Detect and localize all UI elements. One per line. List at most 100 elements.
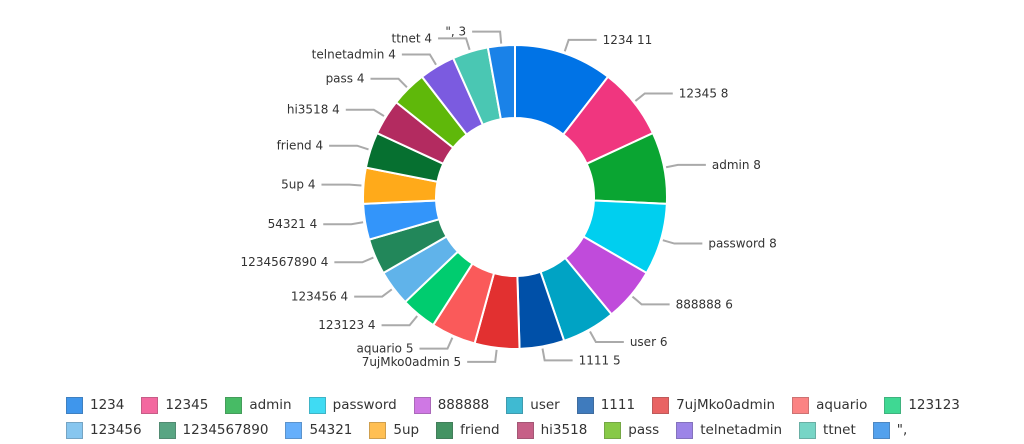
leader-line xyxy=(329,144,369,151)
legend-label: 1111 xyxy=(600,397,636,413)
leader-line xyxy=(381,315,418,327)
legend-swatch xyxy=(576,396,594,414)
legend-item[interactable]: 123456 xyxy=(66,420,142,440)
legend-item[interactable]: telnetadmin xyxy=(676,420,782,440)
data-label: aquario 5 xyxy=(356,342,413,356)
leader-line xyxy=(467,349,498,363)
legend-item[interactable]: hi3518 xyxy=(516,420,588,440)
legend-label: aquario xyxy=(816,397,868,413)
legend-label: 7ujMko0admin xyxy=(676,397,776,413)
slice-",[interactable] xyxy=(486,43,516,121)
legend-swatch xyxy=(604,421,622,439)
data-label: 12345 8 xyxy=(679,87,729,101)
legend-label: hi3518 xyxy=(540,422,588,438)
legend-item[interactable]: friend xyxy=(436,420,500,440)
legend-item[interactable]: ttnet xyxy=(799,420,856,440)
legend-item[interactable]: 123123 xyxy=(884,395,960,415)
data-label: 1111 5 xyxy=(579,353,621,367)
leader-line xyxy=(541,348,573,362)
legend-item[interactable]: 54321 xyxy=(285,420,352,440)
data-label: 7ujMko0admin 5 xyxy=(362,355,461,369)
legend-swatch xyxy=(285,421,303,439)
legend-item[interactable]: 1234 xyxy=(66,395,124,415)
legend-label: 1234567890 xyxy=(182,422,269,438)
legend-swatch xyxy=(676,421,694,439)
data-label: 1234567890 4 xyxy=(241,255,329,269)
leader-line xyxy=(321,183,362,187)
data-label: 5up 4 xyxy=(281,178,315,192)
legend-label: telnetadmin xyxy=(700,422,783,438)
leader-line xyxy=(370,77,408,88)
legend-swatch xyxy=(66,396,83,414)
legend-item[interactable]: password xyxy=(308,395,397,415)
legend-label: 12345 xyxy=(165,397,209,413)
legend-item[interactable]: 1234567890 xyxy=(158,420,269,440)
legend-swatch xyxy=(141,396,159,414)
legend-item[interactable]: admin xyxy=(225,395,292,415)
leader-line xyxy=(662,239,703,245)
leader-line xyxy=(472,30,503,44)
legend-label: 123123 xyxy=(908,397,960,413)
data-label: 123123 4 xyxy=(318,318,375,332)
donut-chart: 1234 11 12345 8 admin 8 password 8 888888 6 u… xyxy=(241,25,777,369)
leader-line xyxy=(634,92,673,102)
leader-line xyxy=(401,53,437,66)
legend-swatch xyxy=(158,421,176,439)
legend-swatch xyxy=(884,396,902,414)
legend-label: user xyxy=(530,397,560,413)
legend-item[interactable]: 1111 xyxy=(576,395,636,415)
data-label: 888888 6 xyxy=(676,297,733,311)
legend-item[interactable]: ", xyxy=(872,420,908,440)
legend-item[interactable]: user xyxy=(506,395,560,415)
legend-label: 888888 xyxy=(437,397,490,413)
legend-swatch xyxy=(308,396,326,414)
leader-line xyxy=(665,163,706,169)
leader-line xyxy=(354,288,393,298)
data-label: 1234 11 xyxy=(603,33,653,47)
legend-label: friend xyxy=(460,422,500,438)
legend-item[interactable]: 12345 xyxy=(141,395,208,415)
data-label: pass 4 xyxy=(326,72,365,86)
legend-swatch xyxy=(799,421,817,439)
data-label: 123456 4 xyxy=(291,290,348,304)
legend-item[interactable]: 5up xyxy=(369,420,419,440)
legend-swatch xyxy=(225,396,243,414)
legend-label: password xyxy=(332,397,397,413)
data-label: telnetadmin 4 xyxy=(312,47,396,61)
legend-swatch xyxy=(516,421,534,439)
leader-line xyxy=(419,337,454,350)
legend-item[interactable]: pass xyxy=(604,420,659,440)
data-label: user 6 xyxy=(630,335,668,349)
legend-label: 5up xyxy=(393,422,420,438)
legend-label: ttnet xyxy=(823,422,856,438)
data-label: friend 4 xyxy=(277,139,324,153)
legend-label: 54321 xyxy=(309,422,353,438)
legend-label: 123456 xyxy=(90,422,142,438)
legend-swatch xyxy=(436,421,454,439)
legend-swatch xyxy=(506,396,524,414)
leader-line xyxy=(345,108,385,117)
data-label: ", 3 xyxy=(445,25,466,39)
data-label: ttnet 4 xyxy=(392,31,433,45)
data-label: password 8 xyxy=(708,237,776,251)
legend-swatch xyxy=(792,396,810,414)
legend-swatch xyxy=(872,421,890,439)
legend-label: admin xyxy=(249,397,292,413)
legend-item[interactable]: aquario xyxy=(792,395,867,415)
data-label: 54321 4 xyxy=(268,217,318,231)
legend-item[interactable]: 7ujMko0admin xyxy=(652,395,775,415)
leader-line xyxy=(631,295,670,306)
legend-swatch xyxy=(369,421,387,439)
legend-label: 1234 xyxy=(90,397,125,413)
leader-line xyxy=(334,256,374,264)
legend-swatch xyxy=(66,421,83,439)
legend-label: ", xyxy=(896,422,908,438)
legend-item[interactable]: 888888 xyxy=(413,395,490,415)
legend-label: pass xyxy=(628,422,660,438)
leader-line xyxy=(563,38,597,52)
data-label: hi3518 4 xyxy=(287,103,340,117)
leader-line xyxy=(589,331,624,343)
legend-swatch xyxy=(413,396,431,414)
legend: 1234 12345 admin password 888888 user 1111 7ujM… xyxy=(66,395,1024,440)
